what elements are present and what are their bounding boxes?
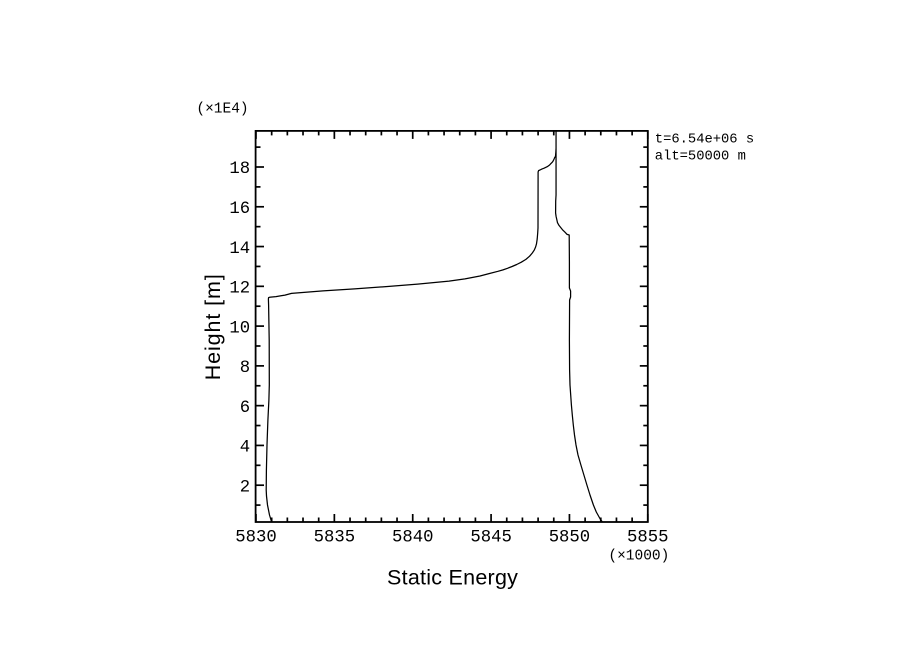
svg-text:5850: 5850: [549, 528, 590, 547]
svg-text:6: 6: [240, 399, 250, 418]
svg-text:5855: 5855: [627, 528, 668, 547]
svg-text:Height [m]: Height [m]: [201, 273, 225, 380]
svg-text:t=6.54e+06 s: t=6.54e+06 s: [655, 133, 754, 148]
svg-text:(×1E4): (×1E4): [196, 101, 248, 117]
svg-text:12: 12: [229, 280, 250, 299]
svg-text:10: 10: [229, 319, 250, 338]
svg-text:16: 16: [229, 200, 250, 219]
svg-text:5840: 5840: [392, 528, 433, 547]
svg-text:2: 2: [240, 478, 250, 497]
svg-text:4: 4: [240, 439, 250, 458]
svg-text:Static Energy: Static Energy: [387, 566, 518, 590]
svg-text:8: 8: [240, 359, 250, 378]
svg-text:5845: 5845: [470, 528, 511, 547]
svg-text:alt=50000 m: alt=50000 m: [655, 148, 746, 164]
svg-text:(×1000): (×1000): [608, 548, 669, 564]
svg-text:5835: 5835: [314, 528, 355, 547]
svg-text:5830: 5830: [235, 528, 276, 547]
svg-text:14: 14: [229, 240, 250, 259]
svg-text:18: 18: [229, 160, 250, 179]
